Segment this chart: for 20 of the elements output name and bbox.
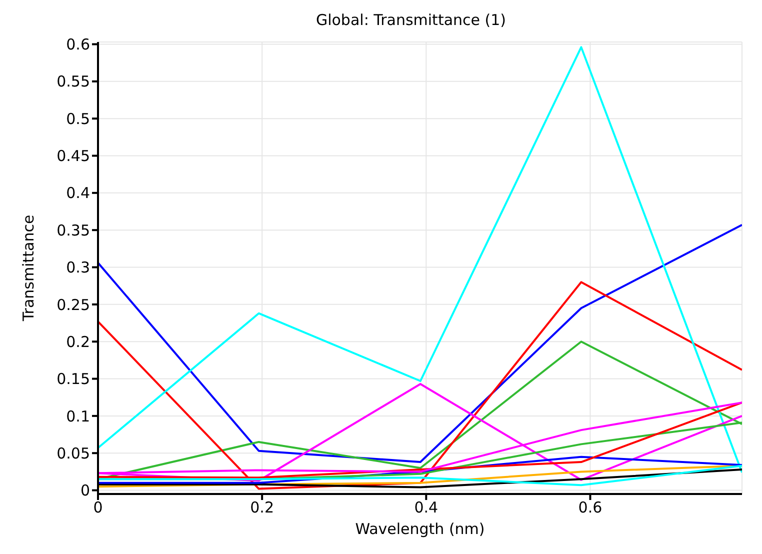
y-tick-label: 0.3: [66, 258, 90, 277]
y-tick-label: 0.6: [66, 36, 90, 54]
x-tick-label: 0.6: [578, 498, 602, 517]
y-tick-label: 0.55: [56, 72, 90, 91]
y-tick-label: 0.45: [56, 147, 90, 166]
chart-title: Global: Transmittance (1): [314, 10, 508, 31]
x-tick-label: 0.2: [250, 498, 274, 517]
y-tick-label: 0.4: [66, 184, 90, 202]
y-tick-label: 0.1: [66, 407, 90, 426]
x-tick-label: 0.4: [414, 498, 438, 517]
y-tick-label: 0.35: [56, 221, 90, 240]
x-axis-title: Wavelength (nm): [355, 520, 485, 538]
y-tick-label: 0.2: [66, 332, 90, 351]
x-tick-label: 0: [93, 498, 103, 517]
y-tick-label: 0.15: [56, 370, 90, 388]
y-tick-label: 0.25: [56, 296, 90, 314]
y-tick-label: 0.05: [56, 444, 90, 462]
y-tick-label: 0: [80, 482, 90, 500]
y-tick-label: 0.5: [66, 110, 90, 128]
y-axis-title: Transmittance: [19, 214, 38, 322]
